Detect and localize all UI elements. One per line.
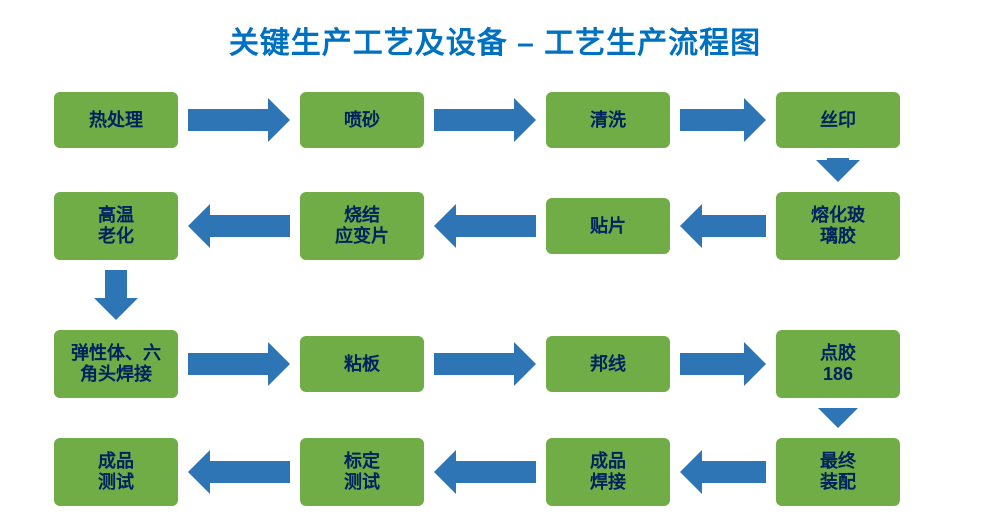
flow-arrow [434, 98, 536, 147]
flow-arrow [188, 204, 290, 253]
flow-arrow [434, 204, 536, 253]
flow-node: 丝印 [776, 92, 900, 148]
flow-node: 邦线 [546, 336, 670, 392]
flow-node: 标定 测试 [300, 438, 424, 506]
flow-arrow [816, 408, 860, 433]
flow-node: 烧结 应变片 [300, 192, 424, 260]
flow-node: 清洗 [546, 92, 670, 148]
flow-node: 粘板 [300, 336, 424, 392]
flow-arrow [680, 98, 766, 147]
flow-node: 点胶 186 [776, 330, 900, 398]
flow-arrow [94, 270, 138, 325]
flow-arrow [680, 204, 766, 253]
flow-arrow [188, 98, 290, 147]
flow-arrow [434, 450, 536, 499]
flowchart-stage: 关键生产工艺及设备 – 工艺生产流程图 江苏达亿佳 热处理喷砂清洗丝印熔化玻 璃… [0, 0, 990, 528]
flow-node: 最终 装配 [776, 438, 900, 506]
flow-arrow [816, 158, 860, 187]
flow-arrow [188, 450, 290, 499]
flow-node: 成品 焊接 [546, 438, 670, 506]
flow-node: 熔化玻 璃胶 [776, 192, 900, 260]
flow-node: 弹性体、六 角头焊接 [54, 330, 178, 398]
flow-node: 热处理 [54, 92, 178, 148]
flow-arrow [434, 342, 536, 391]
flow-arrow [680, 342, 766, 391]
flow-node: 高温 老化 [54, 192, 178, 260]
flow-arrow [188, 342, 290, 391]
flow-arrow [680, 450, 766, 499]
flow-node: 喷砂 [300, 92, 424, 148]
flow-node: 贴片 [546, 198, 670, 254]
page-title: 关键生产工艺及设备 – 工艺生产流程图 [0, 18, 990, 62]
flow-node: 成品 测试 [54, 438, 178, 506]
